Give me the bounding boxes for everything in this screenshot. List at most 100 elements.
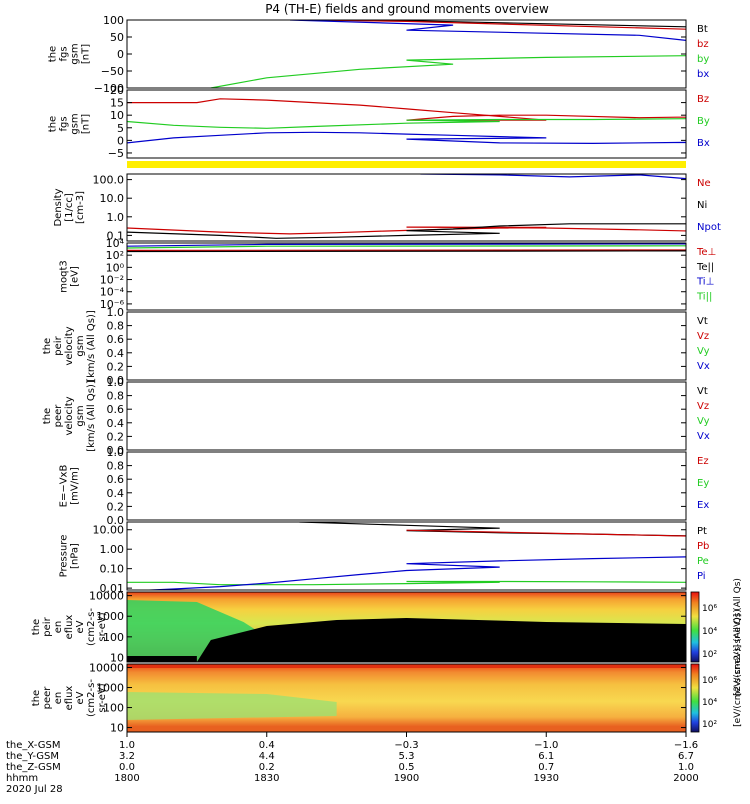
colorbar: [691, 664, 699, 732]
y-tick-label: 0.2: [107, 430, 125, 443]
electron-top-band: [127, 664, 686, 668]
y-tick-label: 10²: [106, 249, 124, 262]
y-axis-label: gsm: [75, 405, 86, 426]
y-tick-label: 0.4: [107, 417, 125, 430]
legend-entry: by: [697, 54, 709, 65]
y-axis-label: the: [42, 408, 53, 424]
x-row-label: the_Z-GSM: [6, 762, 61, 773]
x-tick-label: 5.3: [399, 751, 415, 762]
x-tick-label: 1930: [534, 773, 559, 784]
legend-entry: Ez: [697, 456, 709, 467]
spectrogram: [127, 664, 686, 732]
y-axis-label: gsm: [70, 43, 81, 64]
y-tick-label: −50: [101, 65, 124, 78]
y-tick-label: 1.0: [107, 306, 125, 319]
y-tick-label: 0: [117, 48, 124, 61]
y-axis-label: (cm2-s-: [86, 679, 97, 717]
y-axis-label: E=−VxB: [59, 465, 70, 508]
x-tick-label: 1830: [254, 773, 279, 784]
y-axis-label: the: [48, 46, 59, 62]
legend-entry: bz: [697, 39, 709, 50]
colorbar-tick-label: 10²: [702, 720, 717, 730]
legend-entry: Ti||: [696, 291, 712, 302]
y-tick-label: 1.0: [107, 446, 125, 459]
y-tick-label: 10.0: [100, 192, 125, 205]
colorbar: [691, 592, 699, 662]
x-tick-label: 1900: [394, 773, 419, 784]
series-line-bz: [313, 20, 686, 29]
y-axis-label: the: [42, 338, 53, 354]
colorbar-tick-label: 10⁶: [702, 676, 717, 686]
panel-frame: [127, 382, 686, 450]
legend-entry: Ey: [697, 478, 709, 489]
y-axis-label: eV: [75, 620, 86, 633]
legend-entry: Vy: [697, 416, 710, 427]
figure-title: P4 (TH-E) fields and ground moments over…: [265, 2, 549, 16]
series-line-by: [127, 117, 750, 128]
legend-entry: bx: [697, 69, 709, 80]
y-axis-label: en: [53, 621, 64, 634]
y-tick-label: 0.2: [107, 500, 125, 513]
series-group: [127, 522, 750, 591]
y-tick-label: 5: [117, 122, 124, 135]
y-axis-label: peir: [42, 616, 53, 636]
colorbar-label: [eV/(cm2-s-sr-eV)] (All Qs): [733, 609, 743, 727]
x-tick-label: 1.0: [119, 740, 135, 751]
y-axis-label: [km/s (All Qs)]: [86, 380, 97, 452]
legend-entry: Vz: [697, 401, 709, 412]
y-axis-label: the: [48, 116, 59, 132]
y-tick-label: 0.10: [100, 563, 125, 576]
y-tick-label: 10⁰: [106, 261, 125, 274]
legend-entry: Vx: [697, 361, 710, 372]
legend-entry: Vy: [697, 346, 710, 357]
y-tick-label: 10⁴: [106, 237, 125, 250]
x-tick-label: 6.7: [678, 751, 694, 762]
colorbar-tick-label: 10⁴: [702, 627, 717, 637]
legend-entry: Te||: [696, 262, 714, 273]
panel-4: 10⁴10²10⁰10⁻²10⁻⁴10⁻⁶moqt3[eV]Te⊥Te||Ti⊥…: [59, 237, 717, 311]
series-group: [127, 99, 750, 144]
y-tick-label: 100: [103, 14, 124, 27]
legend-entry: Te⊥: [696, 247, 716, 258]
panel-frame: [127, 243, 686, 310]
series-line-by: [211, 56, 686, 88]
legend-entry: Vx: [697, 431, 710, 442]
y-tick-label: 10000: [89, 662, 124, 675]
x-tick-label: 0.5: [399, 762, 415, 773]
quality-flag-bar: [127, 161, 686, 168]
y-tick-label: 10⁻⁴: [100, 286, 125, 299]
y-tick-label: 15: [110, 97, 124, 110]
y-axis-label: peer: [53, 404, 64, 428]
y-axis-label: gsm: [75, 335, 86, 356]
x-tick-label: 2000: [673, 773, 698, 784]
x-row-label: the_X-GSM: [6, 740, 60, 751]
y-axis-label: [km/s (All Qs)]: [86, 310, 97, 382]
panel-frame: [127, 452, 686, 520]
y-axis-label: peer: [42, 686, 53, 710]
legend-entry: Pi: [697, 571, 706, 582]
y-tick-label: 100.0: [93, 174, 125, 187]
y-axis-label: fgs: [59, 46, 70, 61]
y-tick-label: 20: [110, 84, 124, 97]
y-tick-label: 50: [110, 31, 124, 44]
y-axis-label: [cm-3]: [75, 191, 86, 224]
y-tick-label: 1.0: [107, 211, 125, 224]
x-tick-label: 1800: [114, 773, 139, 784]
x-tick-label: 0.0: [119, 762, 135, 773]
y-tick-label: 10⁻²: [100, 274, 124, 287]
legend-entry: Vz: [697, 331, 709, 342]
x-row-label: 2020 Jul 28: [6, 784, 63, 795]
series-group: [127, 244, 686, 252]
y-tick-label: 0.8: [107, 390, 125, 403]
legend-entry: Vt: [697, 386, 708, 397]
y-tick-label: 0.6: [107, 403, 125, 416]
x-row-label: the_Y-GSM: [6, 751, 59, 762]
y-tick-label: 0.2: [107, 360, 125, 373]
y-axis-label: the: [31, 690, 42, 706]
